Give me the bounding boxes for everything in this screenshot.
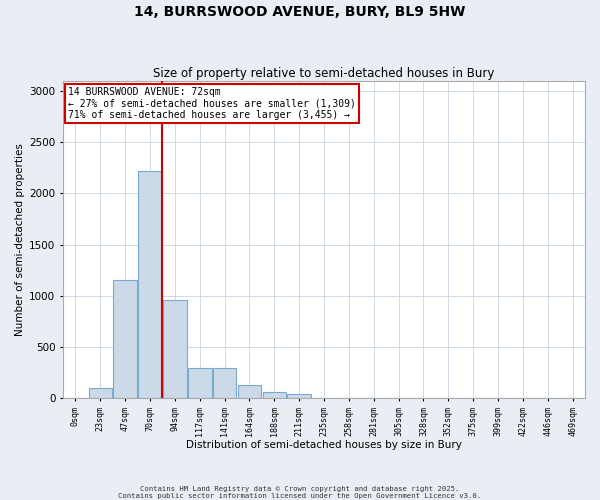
Bar — [287, 394, 311, 398]
Bar — [188, 368, 212, 398]
Bar — [138, 171, 162, 398]
Bar — [113, 280, 137, 398]
X-axis label: Distribution of semi-detached houses by size in Bury: Distribution of semi-detached houses by … — [186, 440, 462, 450]
Text: Contains HM Land Registry data © Crown copyright and database right 2025.
Contai: Contains HM Land Registry data © Crown c… — [118, 486, 482, 499]
Text: 14, BURRSWOOD AVENUE, BURY, BL9 5HW: 14, BURRSWOOD AVENUE, BURY, BL9 5HW — [134, 5, 466, 19]
Bar — [89, 388, 112, 398]
Y-axis label: Number of semi-detached properties: Number of semi-detached properties — [15, 143, 25, 336]
Bar — [213, 368, 236, 398]
Title: Size of property relative to semi-detached houses in Bury: Size of property relative to semi-detach… — [154, 66, 495, 80]
Bar — [163, 300, 187, 398]
Bar — [238, 385, 261, 398]
Text: 14 BURRSWOOD AVENUE: 72sqm
← 27% of semi-detached houses are smaller (1,309)
71%: 14 BURRSWOOD AVENUE: 72sqm ← 27% of semi… — [68, 87, 356, 120]
Bar — [263, 392, 286, 398]
